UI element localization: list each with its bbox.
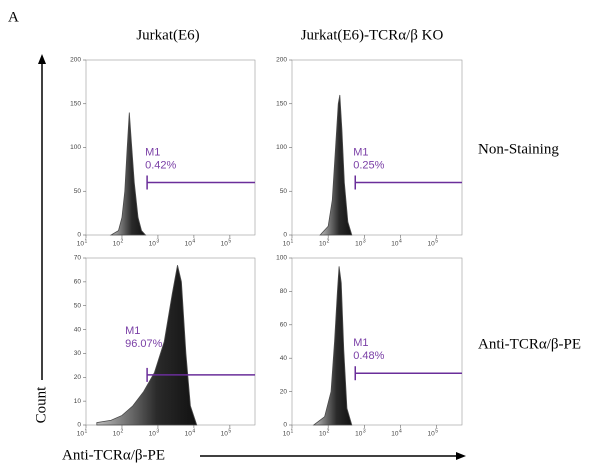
column-title: Jurkat(E6)-TCRα/β KO xyxy=(301,27,444,43)
x-tick-exponent: 5 xyxy=(228,428,231,434)
y-tick-label: 0 xyxy=(77,232,81,239)
x-tick-label: 10 xyxy=(427,431,435,438)
x-tick-exponent: 1 xyxy=(291,238,294,244)
x-tick-label: 10 xyxy=(113,431,121,438)
y-tick-label: 50 xyxy=(280,188,288,195)
gate-percent: 0.42% xyxy=(145,159,176,171)
x-tick-exponent: 1 xyxy=(85,238,88,244)
x-tick-exponent: 2 xyxy=(120,428,123,434)
row-title: Non-Staining xyxy=(478,141,559,157)
x-tick-label: 10 xyxy=(355,431,363,438)
x-tick-label: 10 xyxy=(283,431,291,438)
x-tick-exponent: 3 xyxy=(156,428,159,434)
x-tick-exponent: 2 xyxy=(327,428,330,434)
x-tick-exponent: 5 xyxy=(228,238,231,244)
y-tick-label: 100 xyxy=(276,144,287,151)
histogram xyxy=(312,266,353,426)
x-tick-exponent: 2 xyxy=(327,238,330,244)
x-tick-label: 10 xyxy=(355,241,363,248)
x-tick-label: 10 xyxy=(427,241,435,248)
x-tick-exponent: 1 xyxy=(85,428,88,434)
histogram xyxy=(319,94,353,236)
row-title: Anti-TCRα/β-PE xyxy=(478,336,581,352)
x-tick-exponent: 5 xyxy=(435,238,438,244)
y-tick-label: 80 xyxy=(280,288,288,295)
y-tick-label: 200 xyxy=(70,57,81,64)
y-tick-label: 200 xyxy=(276,57,287,64)
y-tick-label: 20 xyxy=(280,388,288,395)
y-tick-label: 20 xyxy=(74,374,82,381)
gate-label: M1 xyxy=(125,325,140,337)
x-tick-label: 10 xyxy=(77,241,85,248)
column-title: Jurkat(E6) xyxy=(136,27,199,43)
x-tick-label: 10 xyxy=(113,241,121,248)
y-tick-label: 50 xyxy=(74,302,82,309)
y-tick-label: 10 xyxy=(74,398,82,405)
gate-label: M1 xyxy=(145,146,160,158)
gate-percent: 96.07% xyxy=(125,338,163,350)
x-tick-label: 10 xyxy=(319,431,327,438)
y-tick-label: 0 xyxy=(283,232,287,239)
panel-label: A xyxy=(8,9,19,25)
x-tick-exponent: 2 xyxy=(120,238,123,244)
x-tick-label: 10 xyxy=(149,241,157,248)
histogram xyxy=(109,112,147,236)
x-tick-label: 10 xyxy=(185,241,193,248)
y-tick-label: 150 xyxy=(276,100,287,107)
gate-percent: 0.48% xyxy=(353,350,384,362)
plot-frame xyxy=(291,59,463,236)
gate-label: M1 xyxy=(353,337,368,349)
x-tick-label: 10 xyxy=(149,431,157,438)
x-tick-label: 10 xyxy=(391,241,399,248)
x-tick-exponent: 4 xyxy=(399,428,402,434)
x-tick-label: 10 xyxy=(221,431,229,438)
y-tick-label: 50 xyxy=(74,188,82,195)
x-tick-exponent: 4 xyxy=(399,238,402,244)
plot-frame xyxy=(291,257,463,426)
y-axis-label: Count xyxy=(33,386,49,424)
y-tick-label: 30 xyxy=(74,350,82,357)
x-tick-label: 10 xyxy=(77,431,85,438)
x-tick-label: 10 xyxy=(185,431,193,438)
y-tick-label: 150 xyxy=(70,100,81,107)
y-tick-label: 60 xyxy=(74,279,82,286)
x-tick-exponent: 3 xyxy=(363,428,366,434)
y-tick-label: 0 xyxy=(77,422,81,429)
y-arrowhead xyxy=(38,54,46,64)
histogram xyxy=(96,265,198,426)
x-tick-exponent: 4 xyxy=(192,428,195,434)
x-tick-label: 10 xyxy=(319,241,327,248)
y-tick-label: 40 xyxy=(74,326,82,333)
x-tick-exponent: 4 xyxy=(192,238,195,244)
y-tick-label: 0 xyxy=(283,422,287,429)
x-tick-exponent: 3 xyxy=(363,238,366,244)
x-tick-exponent: 5 xyxy=(435,428,438,434)
plot-frame xyxy=(85,59,256,236)
y-tick-label: 60 xyxy=(280,322,288,329)
gate-percent: 0.25% xyxy=(353,159,384,171)
x-axis-label: Anti-TCRα/β-PE xyxy=(62,447,165,463)
gate-label: M1 xyxy=(353,146,368,158)
y-tick-label: 70 xyxy=(74,255,82,262)
y-tick-label: 100 xyxy=(70,144,81,151)
x-tick-exponent: 3 xyxy=(156,238,159,244)
x-tick-exponent: 1 xyxy=(291,428,294,434)
y-tick-label: 100 xyxy=(276,255,287,262)
x-tick-label: 10 xyxy=(391,431,399,438)
x-arrowhead xyxy=(456,452,466,460)
x-tick-label: 10 xyxy=(283,241,291,248)
x-tick-label: 10 xyxy=(221,241,229,248)
y-tick-label: 40 xyxy=(280,355,288,362)
